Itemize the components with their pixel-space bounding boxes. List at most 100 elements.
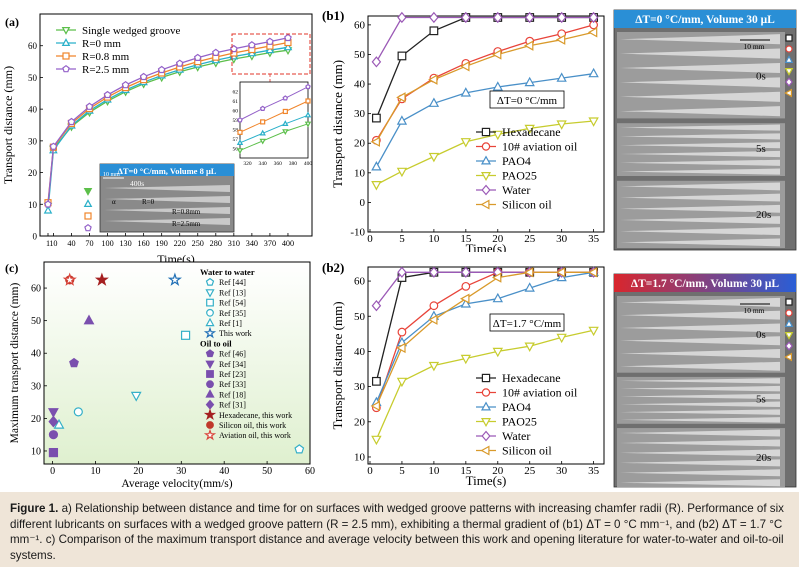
- y-axis-label: Transport distance (mm): [330, 60, 345, 188]
- inset-x-tick-label: 360: [274, 161, 283, 167]
- inset-y-tick-label: 58: [233, 128, 239, 134]
- legend-label: PAO25: [502, 169, 537, 183]
- groove-shape: [620, 168, 780, 175]
- data-point: [48, 415, 59, 428]
- groove-shape: [104, 218, 230, 225]
- photo-section: [617, 123, 785, 176]
- data-point: [43, 205, 53, 214]
- side-marker: [785, 45, 793, 53]
- x-axis-label: Time(s): [466, 473, 507, 488]
- data-point: [103, 90, 112, 99]
- y-tick-label: 60: [354, 276, 366, 288]
- scale-text: 10 mm: [743, 306, 764, 315]
- inset-y-tick-label: 56: [233, 147, 239, 153]
- data-point: [460, 138, 472, 148]
- data-point: [371, 161, 382, 171]
- legend-label: R=0.8 mm: [82, 51, 130, 63]
- groove-shape: [620, 62, 780, 74]
- data-point: [371, 113, 381, 123]
- data-point: [524, 76, 535, 87]
- legend-marker: [206, 421, 214, 429]
- groove-shape: [104, 207, 230, 214]
- inset-point: [236, 139, 244, 145]
- legend-marker: [205, 349, 215, 358]
- side-marker: [785, 34, 793, 42]
- side-marker: [785, 309, 793, 317]
- groove-shape: [620, 159, 780, 166]
- groove-shape: [620, 439, 780, 447]
- inset-point: [236, 148, 244, 155]
- photo-marker: [84, 212, 92, 220]
- data-point: [370, 400, 381, 412]
- data-point: [83, 314, 95, 325]
- legend-marker: [481, 373, 491, 383]
- legend-label: PAO25: [502, 415, 537, 429]
- data-point: [461, 11, 471, 24]
- x-tick-label: 15: [460, 465, 472, 477]
- panel-b2-chart: 0 5 10 15 20 25 30 35 10 20 30 40 50 60 Time(s) Transpo…: [322, 260, 797, 488]
- photo-section: [617, 296, 785, 373]
- panel-b1-chart: 0 5 10 15 20 25 30 35-100102030405060Time(s)Tra…: [322, 8, 797, 252]
- groove-shape: [620, 479, 780, 487]
- inset-x-tick-label: 380: [289, 161, 298, 167]
- data-point: [130, 391, 142, 402]
- groove-shape: [620, 238, 780, 247]
- series-line: [375, 271, 594, 403]
- data-point: [461, 281, 471, 291]
- data-point: [396, 115, 408, 125]
- data-point: [524, 342, 535, 352]
- inset-x-tick-label: 320: [243, 161, 252, 167]
- x-tick-label: 20: [492, 465, 504, 477]
- data-point: [587, 27, 598, 38]
- data-point: [493, 11, 503, 24]
- y-axis-label: Transport distance (mm): [1, 66, 15, 184]
- legend-marker: [62, 52, 70, 60]
- photo-inset-a: ΔT=0 °C/mm, Volume 8 μL 400s 10 mm α R=0 R=0.…: [83, 163, 235, 233]
- photo-time-label: 20s: [756, 209, 771, 221]
- legend-marker: [206, 298, 214, 307]
- side-marker: [784, 319, 794, 328]
- legend-marker: [205, 360, 215, 370]
- groove-shape: [620, 193, 780, 202]
- legend-label: Ref [23]: [219, 370, 246, 379]
- alpha-label: α: [112, 198, 116, 206]
- data-point: [370, 136, 381, 147]
- data-point: [284, 33, 292, 42]
- groove-shape: [620, 142, 780, 149]
- inset-y-tick-label: 62: [233, 90, 239, 96]
- legend-marker: [206, 308, 214, 317]
- inset-point: [304, 111, 312, 118]
- y-tick-label: 10: [31, 446, 41, 457]
- y-axis-label: Maximum transport distance (mm): [9, 283, 21, 444]
- data-point: [396, 377, 408, 388]
- data-point: [397, 327, 407, 337]
- inset-point: [237, 117, 243, 123]
- x-tick-label: 10: [428, 233, 440, 245]
- axes-group: 0 5 10 15 20 25 30 35-100102030405060Time(s)Tra…: [330, 15, 605, 252]
- groove-shape: [620, 385, 780, 392]
- groove-shape: [620, 204, 780, 213]
- caption-text: a) Relationship between distance and tim…: [10, 502, 784, 562]
- side-marker: [784, 352, 792, 362]
- data-point: [397, 266, 407, 278]
- legend-marker: [481, 388, 491, 397]
- series-line: [375, 16, 594, 63]
- data-point: [53, 418, 65, 429]
- plot-frame: [39, 13, 313, 237]
- r25-label: R=2.5mm: [172, 220, 201, 228]
- photo-marker: [83, 188, 93, 196]
- photo-title: ΔT=1.7 °C/mm, Volume 30 μL: [631, 278, 780, 290]
- data-point: [396, 342, 406, 354]
- x-tick-label: 5: [399, 233, 405, 245]
- inset-point: [282, 108, 288, 115]
- data-point: [588, 326, 599, 337]
- data-point: [588, 11, 599, 24]
- groove-shape: [620, 349, 780, 358]
- side-marker: [784, 88, 792, 98]
- legend-label: Silicon oil, this work: [219, 421, 286, 430]
- inset-y-tick-label: 57: [233, 137, 239, 143]
- y-tick-label: 20: [28, 168, 38, 178]
- inset-series-line: [239, 100, 309, 133]
